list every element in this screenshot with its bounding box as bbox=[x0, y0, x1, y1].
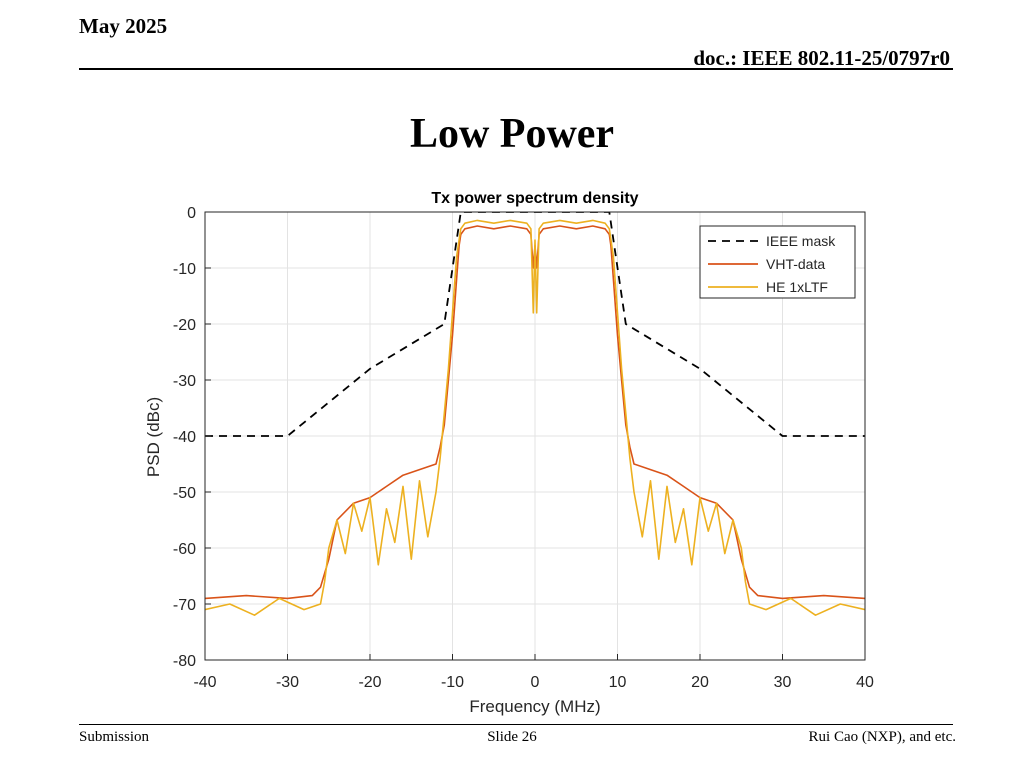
slide-date: May 2025 bbox=[79, 14, 168, 38]
y-tick-label: -20 bbox=[173, 317, 196, 334]
legend-label: IEEE mask bbox=[766, 233, 836, 249]
x-tick-label: 30 bbox=[774, 674, 792, 691]
x-tick-label: -30 bbox=[276, 674, 299, 691]
x-tick-label: -40 bbox=[193, 674, 216, 691]
chart-legend: IEEE mask VHT-data HE 1xLTF bbox=[699, 225, 856, 299]
x-tick-label: -20 bbox=[358, 674, 381, 691]
y-tick-label: -40 bbox=[173, 429, 196, 446]
footer-author: Rui Cao (NXP), and etc. bbox=[808, 729, 956, 745]
y-axis-label: PSD (dBc) bbox=[144, 397, 163, 477]
header-divider bbox=[79, 68, 953, 70]
y-tick-label: -10 bbox=[173, 261, 196, 278]
x-tick-label: 40 bbox=[856, 674, 874, 691]
legend-label: HE 1xLTF bbox=[766, 279, 828, 295]
x-tick-label: 0 bbox=[531, 674, 540, 691]
legend-label: VHT-data bbox=[766, 256, 825, 272]
y-tick-label: 0 bbox=[187, 205, 196, 222]
footer-divider bbox=[79, 724, 953, 725]
chart-ticks: -40 -30 -20 -10 0 10 20 30 40 0 -10 -20 -30 -40 -50 -60… bbox=[173, 205, 874, 691]
x-tick-label: 10 bbox=[609, 674, 627, 691]
y-tick-label: -70 bbox=[173, 597, 196, 614]
series-line-he-1xltf bbox=[205, 219, 865, 617]
series-line-ieee-mask bbox=[205, 212, 865, 437]
y-tick-label: -80 bbox=[173, 653, 196, 670]
y-tick-label: -30 bbox=[173, 373, 196, 390]
footer-slide-number: Slide 26 bbox=[487, 729, 537, 745]
document-id: doc.: IEEE 802.11-25/0797r0 bbox=[693, 46, 950, 70]
y-tick-label: -50 bbox=[173, 485, 196, 502]
x-axis-label: Frequency (MHz) bbox=[469, 697, 600, 716]
x-tick-label: -10 bbox=[441, 674, 464, 691]
y-tick-label: -60 bbox=[173, 541, 196, 558]
slide-title: Low Power bbox=[409, 111, 615, 157]
legend-box bbox=[699, 225, 856, 299]
chart-series bbox=[205, 212, 865, 617]
footer-submission: Submission bbox=[79, 729, 150, 745]
x-tick-label: 20 bbox=[691, 674, 709, 691]
chart-title: Tx power spectrum density bbox=[431, 190, 638, 207]
